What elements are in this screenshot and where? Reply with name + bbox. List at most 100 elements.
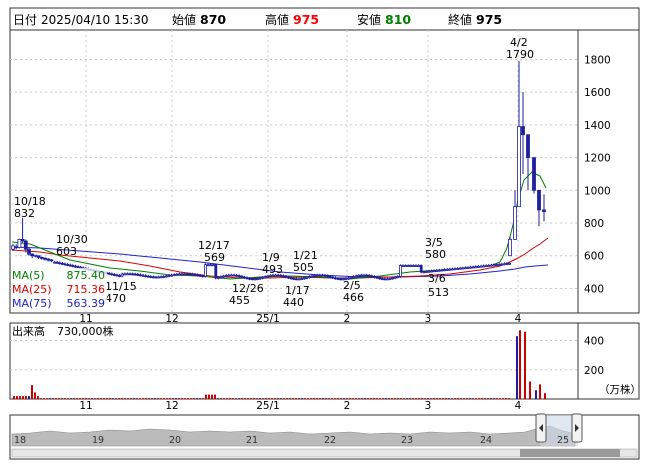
volume-bar [223, 398, 225, 399]
volume-bar [106, 398, 108, 399]
candle [365, 274, 369, 277]
volume-panel: 出来高 730,000株 （万株） 200 400 [9, 322, 641, 400]
volume-bar [352, 398, 354, 399]
ma75-value: 563.39 [67, 297, 106, 310]
candle [61, 262, 64, 265]
volume-bar [448, 398, 450, 399]
candle [437, 269, 441, 272]
low-value: 810 [385, 12, 411, 27]
volume-bar [418, 398, 420, 399]
annotation-value: 493 [262, 263, 283, 276]
volume-bar [253, 398, 255, 399]
volume-bar [37, 396, 39, 399]
candlestick-series [11, 61, 546, 281]
volume-bar [370, 398, 372, 399]
price-tick-label: 600 [584, 251, 604, 263]
volume-bar [232, 398, 234, 399]
volume-bar [400, 398, 402, 399]
volume-bar [424, 398, 426, 399]
volume-bar [382, 398, 384, 399]
candle [271, 274, 275, 277]
volume-bar [172, 398, 174, 399]
x-tick-label: 3 [425, 313, 432, 325]
candle [476, 265, 480, 268]
price-tick-label: 400 [584, 283, 604, 295]
candle [487, 264, 491, 267]
candle [435, 270, 439, 272]
candle [151, 276, 155, 279]
candle [495, 264, 499, 266]
candle [123, 273, 127, 276]
volume-bar [406, 398, 408, 399]
annotation-date: 2/5 [343, 279, 361, 292]
volume-bar [70, 398, 72, 399]
candle [482, 265, 486, 268]
volume-axis-ticks: 200 400 [584, 336, 604, 377]
volume-bar [124, 398, 126, 399]
open-label: 始値 [172, 12, 196, 27]
candle [248, 277, 252, 280]
price-tick-label: 1200 [584, 153, 611, 165]
volume-bar [34, 392, 36, 399]
volume-bar [490, 398, 492, 399]
candle [370, 275, 374, 278]
candle [406, 265, 410, 267]
volume-bar [64, 398, 66, 399]
volume-bar [346, 398, 348, 399]
volume-bar [310, 398, 312, 399]
volume-bar [163, 398, 165, 399]
candle [450, 268, 454, 271]
volume-bar [205, 394, 207, 399]
volume-label: 出来高 [12, 324, 45, 338]
annotation-value: 440 [283, 296, 304, 309]
annotation-date: 1/17 [285, 284, 310, 297]
candle [206, 264, 210, 267]
volume-bar [76, 398, 78, 399]
price-tick-label: 1400 [584, 120, 611, 132]
volume-bar [466, 398, 468, 399]
candle [292, 277, 296, 280]
navigator-scrollbar[interactable] [11, 448, 638, 458]
candle [492, 264, 496, 267]
candle [115, 274, 119, 277]
volume-x-tick-label: 2 [344, 400, 351, 412]
candle [542, 209, 546, 212]
close-label: 終値 [448, 12, 472, 27]
volume-bar [460, 398, 462, 399]
candle [336, 278, 340, 280]
volume-bar [328, 398, 330, 399]
volume-bar [259, 398, 261, 399]
annotation-date: 3/6 [428, 272, 446, 285]
annotation-date: 4/2 [510, 36, 528, 49]
ma5-label: MA(5) [12, 269, 45, 282]
navigator-label: 24 [480, 435, 492, 446]
navigator-scroll-thumb[interactable] [520, 449, 620, 457]
range-navigator[interactable]: 18 19 20 21 22 23 24 25 [9, 413, 640, 460]
volume-bar [28, 396, 30, 399]
volume-bar [313, 398, 315, 399]
candle [113, 273, 116, 276]
volume-bar [73, 398, 75, 399]
candle [242, 276, 246, 279]
candle [76, 266, 80, 269]
volume-bar [241, 398, 243, 399]
volume-bar [91, 398, 93, 399]
volume-bar [244, 398, 246, 399]
volume-bar [43, 398, 45, 399]
navigator-label: 19 [92, 435, 104, 446]
candle [185, 273, 189, 276]
volume-bar [475, 398, 477, 399]
annotation-value: 1790 [506, 48, 534, 61]
candle [367, 274, 371, 277]
candle [131, 273, 135, 276]
candle [49, 259, 54, 262]
volume-bar [58, 398, 60, 399]
volume-bar [355, 398, 357, 399]
candle [240, 275, 244, 278]
ma5-value: 875.40 [67, 269, 106, 282]
candle [318, 274, 322, 277]
candle [274, 274, 278, 277]
candle [401, 265, 405, 267]
candle [224, 275, 228, 277]
ma25-line [11, 237, 549, 279]
